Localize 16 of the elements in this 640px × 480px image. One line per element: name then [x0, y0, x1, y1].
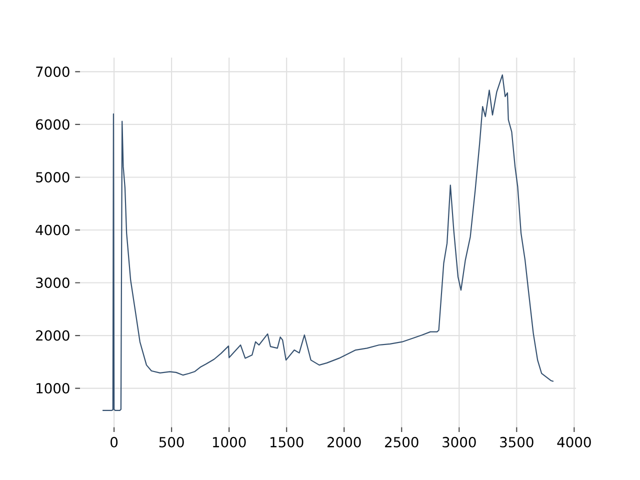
x-tick-label: 3500: [500, 436, 534, 448]
y-tick-label: 2000: [36, 330, 70, 341]
x-tick-label: 2500: [385, 436, 418, 448]
y-tick-label: 6000: [36, 119, 70, 130]
x-tick-label: 500: [159, 436, 184, 448]
x-tick-label: 2000: [328, 436, 361, 448]
x-tick-label: 3000: [442, 436, 476, 448]
x-tick-label: 0: [110, 436, 118, 448]
y-tick-label: 3000: [36, 278, 70, 288]
y-tick-label: 4000: [36, 224, 70, 236]
y-tick-label: 7000: [36, 66, 70, 77]
y-tick-label: 5000: [36, 172, 70, 182]
x-tick-label: 1000: [212, 436, 246, 448]
x-tick-label: 4000: [557, 436, 591, 448]
x-tick-label: 1500: [270, 436, 304, 448]
y-tick-label: 1000: [36, 383, 70, 394]
